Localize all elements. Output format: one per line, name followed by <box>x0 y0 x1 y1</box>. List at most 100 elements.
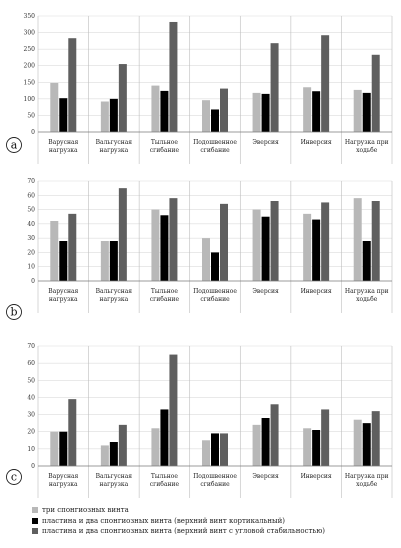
chart-b-category-label-line: Нагрузка при <box>345 288 389 295</box>
chart-c-category-label: Инверсия <box>301 473 332 480</box>
chart-c-category-label-line: Варусная <box>48 473 78 480</box>
chart-a-bar-s3-5 <box>270 43 279 133</box>
chart-b-bar-s3-2 <box>118 188 127 281</box>
chart-a-category-label: Эверсия <box>252 139 279 146</box>
chart-b-category-label-line: сгибание <box>200 296 230 303</box>
chart-a-bar-s3-3 <box>169 21 178 132</box>
chart-a-bar-s1-3 <box>151 85 160 132</box>
chart-a-category-label-line: Вальгусная <box>96 139 133 146</box>
chart-c-category-label-line: нагрузка <box>100 481 129 488</box>
legend-label-3: пластина и два спонгиозных винта (верхни… <box>42 527 326 535</box>
chart-a-bar-s1-1 <box>50 82 59 132</box>
chart-b-bar-s2-5 <box>261 216 270 281</box>
chart-b-bar-s1-7 <box>353 198 362 281</box>
chart-a-panel-circle <box>6 137 22 153</box>
chart-c-category-label-line: нагрузка <box>49 481 78 488</box>
chart-c-category-label: Нагрузка при ходьбе <box>345 473 389 488</box>
chart-c-bar-s1-5 <box>252 424 261 466</box>
chart-b-bar-s1-6 <box>303 213 312 281</box>
legend: три спонгиозных винта пластина и два спо… <box>32 505 325 537</box>
chart-c-category-label-line: Инверсия <box>301 473 332 480</box>
chart-c-category-label: Варусная нагрузка <box>48 473 78 488</box>
chart-b-ytick-label: 10 <box>27 264 35 271</box>
chart-b-category-label-line: Эверсия <box>252 288 279 295</box>
chart-a-category-label: Подошвенное сгибание <box>193 139 237 154</box>
chart-b-category-label-line: сгибание <box>150 296 180 303</box>
chart-a-bar-s3-2 <box>118 64 127 132</box>
chart-a-category-label-line: Варусная <box>48 139 78 146</box>
chart-c-bar-s2-5 <box>261 418 270 466</box>
chart-b-bar-s2-4 <box>211 252 219 281</box>
chart-b-bar-s1-1 <box>50 221 59 281</box>
chart-a-category-label-line: Нагрузка при <box>345 139 389 146</box>
chart-c-bar-s2-1 <box>59 431 68 466</box>
chart-c-bar-s2-2 <box>109 442 118 466</box>
chart-a-category-label: Варусная нагрузка <box>48 139 78 154</box>
chart-c-bar-s3-6 <box>321 409 330 466</box>
chart-a-category-label-line: Тыльное <box>151 139 178 146</box>
chart-c-category-label: Тыльное сгибание <box>150 473 180 488</box>
chart-a-bar-s3-4 <box>220 88 228 132</box>
chart-a-ytick-label: 300 <box>24 30 36 37</box>
chart-a-bar-s2-4 <box>211 109 219 132</box>
chart-b-category-label-line: Варусная <box>48 288 78 295</box>
chart-b-category-label-line: ходьбе <box>356 296 378 303</box>
chart-a-bar-s1-5 <box>252 92 261 132</box>
chart-c-bar-s3-4 <box>220 433 228 466</box>
chart-c-ytick-label: 30 <box>27 412 35 419</box>
chart-c-bar-s3-1 <box>68 399 77 466</box>
chart-c-bar-s3-2 <box>118 424 127 466</box>
legend-label-1: три спонгиозных винта <box>42 506 129 514</box>
chart-b-bar-s2-7 <box>362 241 371 281</box>
chart-c-category-label-line: сгибание <box>150 481 180 488</box>
chart-b-category-label-line: Подошвенное <box>193 288 237 295</box>
chart-b-bar-s2-1 <box>59 241 68 281</box>
chart-c-ytick-label: 40 <box>27 394 35 401</box>
chart-b-bar-s3-7 <box>371 201 380 281</box>
chart-a-category-label-line: нагрузка <box>100 147 129 154</box>
chart-c-ytick-label: 20 <box>27 429 35 436</box>
chart-b-bar-s2-2 <box>109 241 118 281</box>
chart-a-category-label-line: сгибание <box>150 147 180 154</box>
chart-c-bar-s3-7 <box>371 411 380 466</box>
legend-swatch-1 <box>32 507 38 514</box>
chart-c-panel-label: c <box>11 471 17 484</box>
chart-a-bar-s2-2 <box>109 98 118 132</box>
chart-c-bar-s1-1 <box>50 431 59 466</box>
chart-a-bar-s1-6 <box>303 87 312 132</box>
legend-swatch-3 <box>32 528 38 535</box>
chart-c-bar-s1-4 <box>202 440 210 466</box>
chart-a-bar-s3-7 <box>371 54 380 132</box>
chart-c-bar-s3-3 <box>169 354 178 466</box>
chart-b-panel-circle <box>6 304 22 320</box>
chart-a-bar-s2-7 <box>362 92 371 132</box>
chart-b-ytick-label: 60 <box>27 192 35 199</box>
legend-item-3: пластина и два спонгиозных винта (верхни… <box>32 526 325 537</box>
chart-a-bar-s3-6 <box>321 35 330 133</box>
chart-b-bar-s2-6 <box>312 219 321 281</box>
chart-a-ytick-label: 100 <box>24 96 36 103</box>
chart-b-bar-s3-6 <box>321 202 330 281</box>
chart-b-ytick-label: 20 <box>27 249 35 256</box>
chart-b-bar-s3-3 <box>169 198 178 281</box>
legend-item-1: три спонгиозных винта <box>32 505 325 516</box>
chart-b-ytick-label: 0 <box>31 278 35 285</box>
chart-c-ytick-label: 50 <box>27 377 35 384</box>
chart-a-ytick-label: 250 <box>24 46 36 53</box>
chart-c-category-label-line: Нагрузка при <box>345 473 389 480</box>
chart-b-panel-label: b <box>10 306 17 319</box>
chart-c-category-label: Подошвенное сгибание <box>193 473 237 488</box>
chart-b-category-label-line: нагрузка <box>49 296 78 303</box>
chart-c-bar-s1-2 <box>100 445 109 466</box>
chart-b-bar-s1-3 <box>151 209 160 281</box>
chart-c-ytick-label: 70 <box>27 343 35 350</box>
chart-c-bar-s2-6 <box>312 430 321 466</box>
chart-a-category-label: Нагрузка при ходьбе <box>345 139 389 154</box>
chart-b-ytick-label: 40 <box>27 221 35 228</box>
chart-a-ytick-label: 50 <box>27 112 35 119</box>
chart-c-panel-circle <box>6 469 22 485</box>
chart-a-panel-label: a <box>11 139 18 152</box>
chart-b-category-label: Тыльное сгибание <box>150 288 180 303</box>
chart-a-category-label-line: Инверсия <box>301 139 332 146</box>
